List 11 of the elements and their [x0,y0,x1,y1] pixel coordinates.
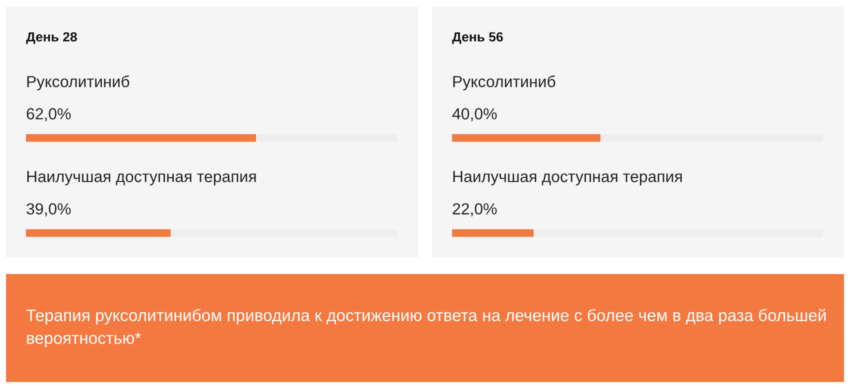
data-label: 62,0% [26,108,71,122]
chart-title: День 56 [452,32,503,44]
y-tick-label: Наилучшая доступная терапия [453,171,682,186]
data-label: 40,0% [452,108,497,122]
data-label: 39,0% [26,203,71,216]
y-tick-label: Руксолитиниб [27,75,130,90]
text: Терапия руксолитинибом приводила к достижению ответа на лечение с более чем в два раза большей вероятностью* [26,308,826,348]
chart-title: День 28 [26,32,77,44]
data-label: 22,0% [452,203,497,216]
y-tick-label: Наилучшая доступная терапия [27,171,256,186]
y-tick-label: Руксолитиниб [453,75,556,90]
